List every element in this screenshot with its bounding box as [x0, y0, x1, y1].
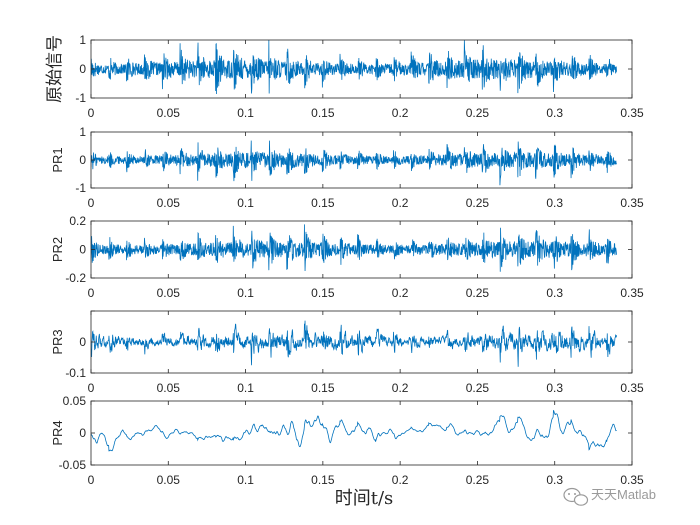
x-tick-label: 0.1	[237, 381, 254, 395]
y-tick-label: 0	[79, 62, 86, 76]
x-tick-label: 0.35	[620, 473, 644, 487]
x-axis-label: 时间t/s	[335, 488, 394, 509]
y-tick-label: 1	[79, 125, 86, 139]
x-tick-label: 0.15	[311, 473, 335, 487]
x-tick-label: 0.1	[237, 196, 254, 210]
x-tick-label: 0.25	[466, 196, 490, 210]
x-tick-label: 0	[88, 286, 95, 300]
x-tick-label: 0	[88, 381, 95, 395]
x-tick-label: 0	[88, 196, 95, 210]
y-tick-label: 0	[79, 243, 86, 257]
series-line	[91, 140, 617, 186]
x-tick-label: 0.3	[546, 473, 563, 487]
x-tick-label: 0.05	[157, 106, 181, 120]
x-tick-label: 0.2	[392, 106, 409, 120]
y-axis-label: PR4	[50, 420, 65, 445]
y-axis-label: PR1	[50, 147, 65, 172]
x-tick-label: 0.15	[311, 106, 335, 120]
series-line	[91, 409, 617, 452]
x-tick-label: 0.35	[620, 196, 644, 210]
series-line	[91, 40, 617, 95]
x-tick-label: 0.15	[311, 381, 335, 395]
x-tick-label: 0.2	[392, 286, 409, 300]
watermark: 天天Matlab	[563, 487, 656, 506]
y-axis-label: 原始信号	[45, 35, 65, 103]
y-tick-label: 1	[79, 33, 86, 47]
series-line	[91, 320, 617, 367]
x-tick-label: 0.05	[157, 196, 181, 210]
x-tick-label: 0.1	[237, 106, 254, 120]
x-tick-label: 0.05	[157, 473, 181, 487]
y-tick-label: 0.05	[63, 394, 87, 408]
x-tick-label: 0.1	[237, 473, 254, 487]
x-tick-label: 0.35	[620, 106, 644, 120]
y-tick-label: -1	[75, 181, 86, 195]
y-tick-label: 0	[79, 153, 86, 167]
y-tick-label: -0.2	[65, 271, 86, 285]
y-tick-label: 0.2	[69, 214, 86, 228]
x-tick-label: 0.2	[392, 196, 409, 210]
y-axis-label: PR3	[50, 329, 65, 354]
x-tick-label: 0.3	[546, 106, 563, 120]
x-tick-label: 0.25	[466, 106, 490, 120]
y-tick-label: 0	[79, 426, 86, 440]
x-tick-label: 0	[88, 473, 95, 487]
x-tick-label: 0.2	[392, 473, 409, 487]
x-tick-label: 0.2	[392, 381, 409, 395]
x-tick-label: 0.05	[157, 381, 181, 395]
x-tick-label: 0.25	[466, 473, 490, 487]
x-tick-label: 0.3	[546, 286, 563, 300]
y-tick-label: -1	[75, 91, 86, 105]
y-tick-label: 0	[79, 335, 86, 349]
x-tick-label: 0.05	[157, 286, 181, 300]
x-tick-label: 0.15	[311, 286, 335, 300]
y-axis-label: PR2	[50, 237, 65, 262]
x-tick-label: 0.35	[620, 286, 644, 300]
y-tick-label: -0.05	[59, 458, 87, 472]
x-tick-label: 0.1	[237, 286, 254, 300]
x-tick-label: 0.3	[546, 196, 563, 210]
x-tick-label: 0.3	[546, 381, 563, 395]
y-tick-label: -0.1	[65, 366, 86, 380]
wechat-icon	[563, 487, 589, 506]
x-tick-label: 0.25	[466, 381, 490, 395]
x-tick-label: 0.35	[620, 381, 644, 395]
watermark-text: 天天Matlab	[591, 487, 656, 502]
x-tick-label: 0.25	[466, 286, 490, 300]
x-tick-label: 0.15	[311, 196, 335, 210]
series-line	[91, 224, 617, 272]
x-tick-label: 0	[88, 106, 95, 120]
